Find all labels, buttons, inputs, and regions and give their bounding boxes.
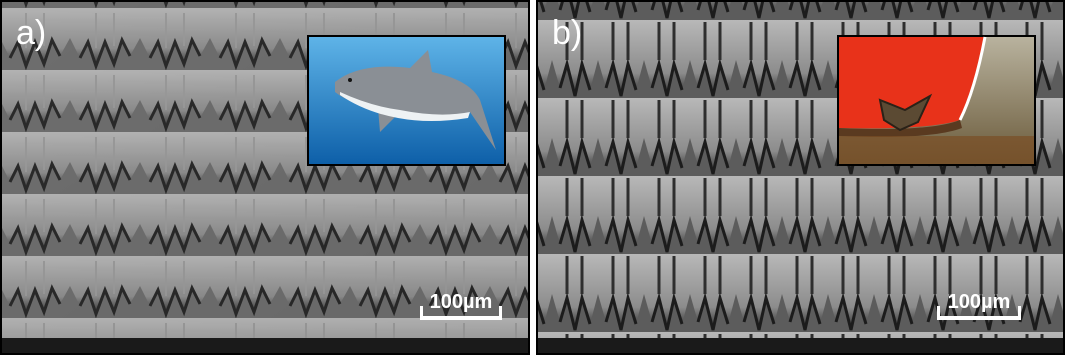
shark-inset [308, 36, 505, 165]
panel-label: b) [552, 14, 582, 52]
scale-bar-end [499, 306, 502, 320]
panel-a: a) 100µm [1, 1, 529, 354]
page: a) 100µm b) 100µm (() => { const data = … [0, 0, 1065, 355]
sem-footer [538, 338, 1063, 353]
scale-bar-label: 100µm [948, 291, 1011, 313]
scale-bar [937, 316, 1021, 320]
scale-bar-label: 100µm [430, 291, 493, 313]
figure: a) 100µm b) 100µm [0, 0, 1065, 355]
scale-bar [420, 316, 502, 320]
panel-label: a) [16, 14, 46, 52]
scale-bar-end [420, 306, 423, 320]
boat-inset [838, 36, 1035, 165]
scale-bar-end [1018, 306, 1021, 320]
scale-bar-end [937, 306, 940, 320]
panel-b: b) 100µm [537, 1, 1064, 354]
sem-footer [2, 338, 528, 353]
